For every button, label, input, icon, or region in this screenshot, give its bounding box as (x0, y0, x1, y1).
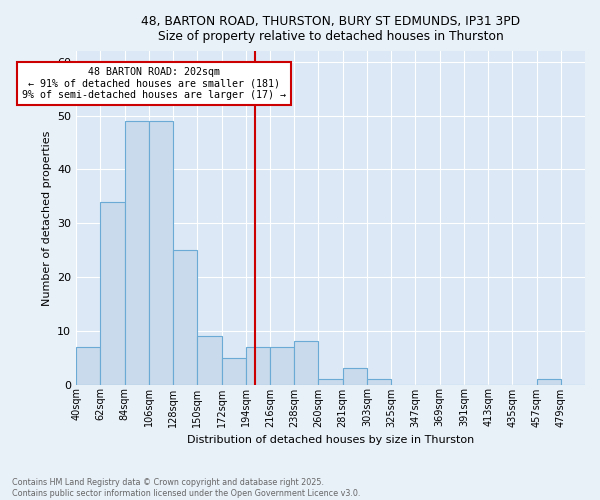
Bar (221, 358, 246, 384)
Bar (125, 121, 149, 384)
Bar (367, 379, 391, 384)
Bar (149, 121, 173, 384)
Bar (173, 250, 197, 384)
Bar (100, 202, 125, 384)
Bar (197, 336, 221, 384)
Bar (246, 347, 270, 385)
Bar (536, 379, 561, 384)
Text: Contains HM Land Registry data © Crown copyright and database right 2025.
Contai: Contains HM Land Registry data © Crown c… (12, 478, 361, 498)
Bar (76, 347, 100, 385)
Bar (270, 347, 294, 385)
Bar (319, 379, 343, 384)
Bar (294, 342, 319, 384)
Title: 48, BARTON ROAD, THURSTON, BURY ST EDMUNDS, IP31 3PD
Size of property relative t: 48, BARTON ROAD, THURSTON, BURY ST EDMUN… (141, 15, 520, 43)
Text: 48 BARTON ROAD: 202sqm
← 91% of detached houses are smaller (181)
9% of semi-det: 48 BARTON ROAD: 202sqm ← 91% of detached… (22, 67, 286, 100)
Bar (343, 368, 367, 384)
X-axis label: Distribution of detached houses by size in Thurston: Distribution of detached houses by size … (187, 435, 474, 445)
Y-axis label: Number of detached properties: Number of detached properties (41, 130, 52, 306)
